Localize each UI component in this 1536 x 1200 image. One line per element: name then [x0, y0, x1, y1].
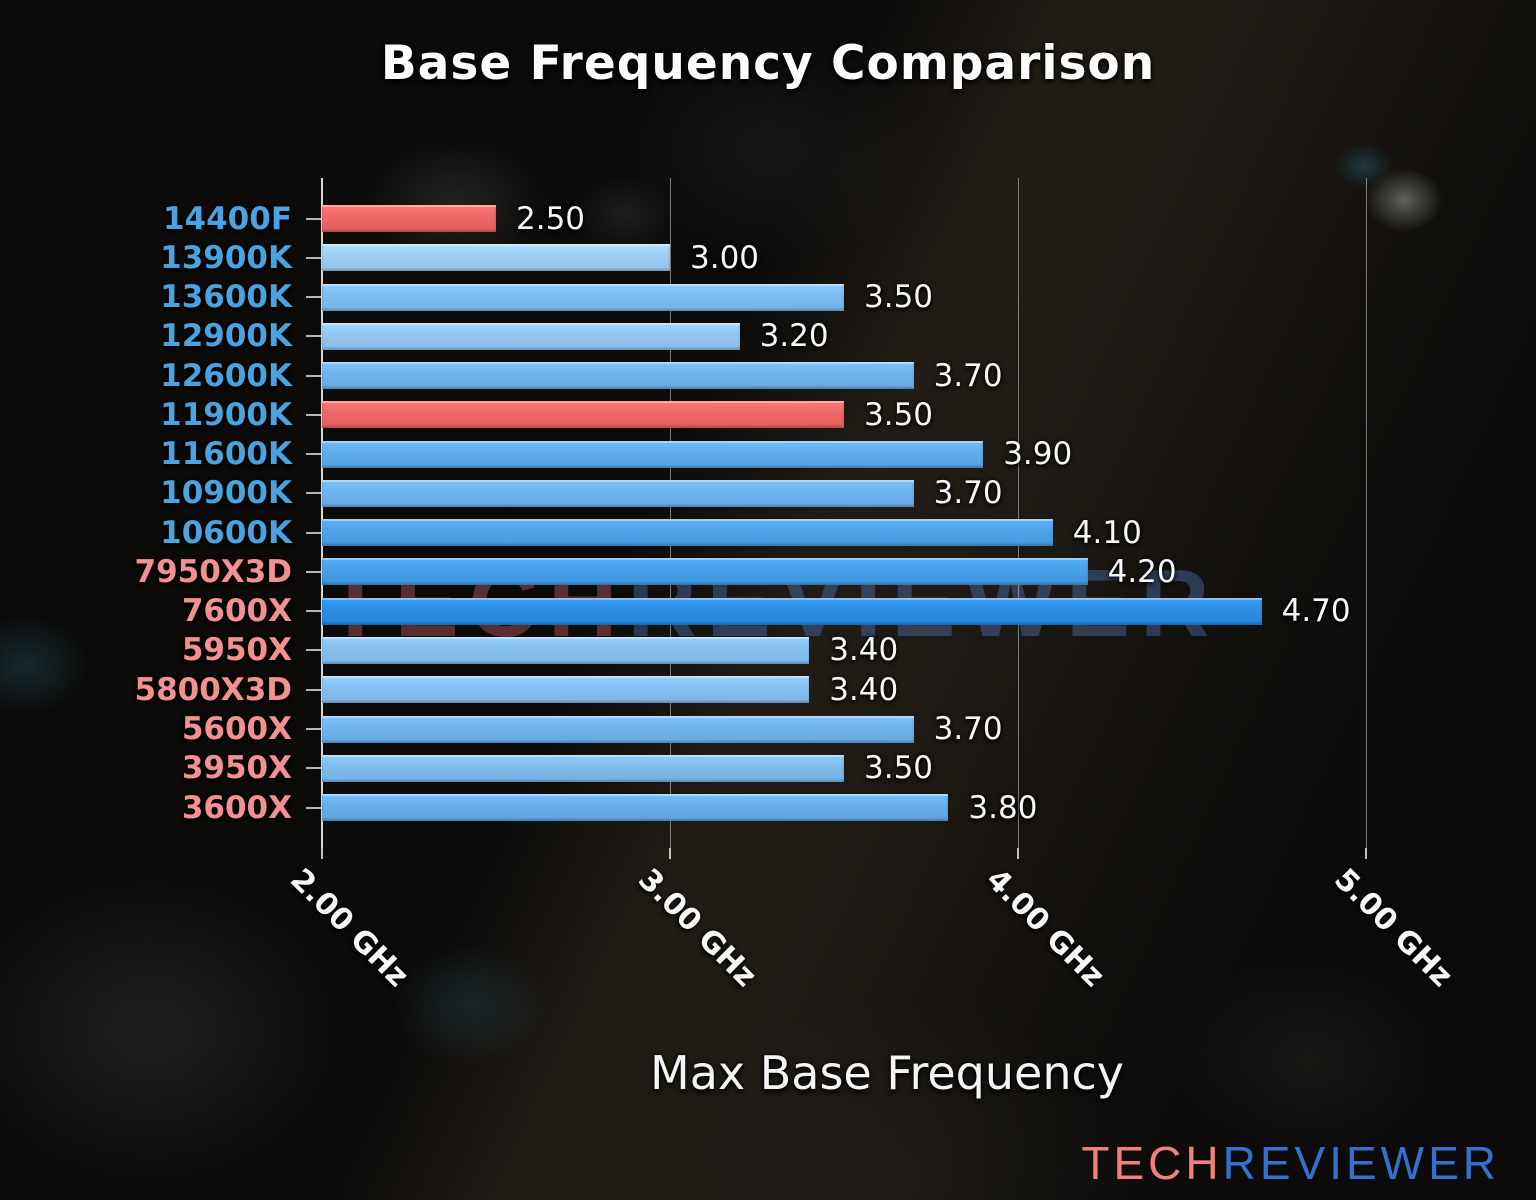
frequency-bar [322, 558, 1088, 586]
frequency-bar [322, 519, 1053, 547]
value-label: 2.50 [516, 200, 586, 237]
x-tick [669, 848, 671, 859]
category-label: 11600K [160, 436, 292, 473]
category-label: 12900K [160, 318, 292, 355]
value-label: 3.70 [933, 475, 1003, 512]
category-label: 10900K [160, 475, 292, 512]
y-tick [306, 413, 322, 416]
category-label: 13600K [160, 279, 292, 316]
gridline [1366, 178, 1367, 848]
frequency-bar [322, 479, 914, 507]
y-tick [306, 531, 322, 534]
frequency-bar [322, 597, 1262, 625]
category-label: 7950X3D [134, 553, 292, 590]
category-label: 7600X [181, 593, 292, 630]
value-label: 3.50 [864, 750, 934, 787]
x-tick-label: 2.00 GHz [283, 862, 416, 994]
y-axis-line [321, 178, 323, 848]
y-tick [306, 256, 322, 259]
frequency-bar [322, 244, 670, 272]
category-label: 14400F [162, 200, 292, 237]
value-label: 3.20 [759, 318, 829, 355]
chart-title: Base Frequency Comparison [380, 36, 1156, 91]
frequency-bar [322, 636, 810, 664]
value-label: 3.70 [933, 357, 1003, 394]
value-label: 3.50 [864, 279, 934, 316]
frequency-bar [322, 754, 844, 782]
frequency-bar [322, 676, 810, 704]
x-tick [321, 848, 323, 859]
value-label: 3.70 [933, 711, 1003, 747]
gridline [670, 178, 671, 848]
y-tick [306, 374, 322, 377]
category-label: 5600X [181, 711, 292, 747]
frequency-bar [322, 205, 496, 232]
value-label: 3.40 [829, 632, 899, 669]
x-tick [1365, 848, 1367, 859]
frequency-bar [322, 283, 844, 311]
frequency-bar [322, 440, 984, 468]
value-label: 3.00 [690, 239, 760, 276]
value-label: 3.90 [1003, 436, 1073, 473]
y-tick [306, 610, 322, 613]
x-tick-label: 3.00 GHz [631, 862, 764, 994]
y-tick [306, 688, 322, 691]
logo-reviewer-text: REVIEWER [1222, 1137, 1500, 1189]
frequency-bar [322, 401, 844, 429]
category-label: 5800X3D [134, 671, 292, 708]
logo-tech-text: TECH [1081, 1137, 1223, 1189]
frequency-bar [322, 794, 949, 822]
value-label: 3.40 [829, 671, 899, 708]
y-tick [306, 728, 322, 730]
x-axis-title: Max Base Frequency [650, 1046, 1124, 1100]
category-label: 5950X [181, 632, 292, 669]
x-tick-label: 5.00 GHz [1327, 862, 1460, 994]
frequency-bar [322, 715, 914, 743]
category-label: 11900K [160, 396, 292, 433]
frequency-bar [322, 322, 740, 350]
y-tick [306, 217, 322, 220]
y-tick [306, 296, 322, 299]
y-tick [306, 492, 322, 495]
value-label: 3.50 [864, 396, 934, 433]
value-label: 3.80 [968, 789, 1038, 826]
frequency-bar [322, 362, 914, 390]
x-tick-label: 4.00 GHz [979, 862, 1112, 994]
gridline [1018, 178, 1019, 848]
y-tick [306, 806, 322, 809]
category-label: 10600K [160, 514, 292, 551]
value-label: 4.10 [1072, 514, 1142, 551]
y-tick [306, 649, 322, 652]
category-label: 12600K [160, 357, 292, 394]
value-label: 4.70 [1281, 593, 1351, 630]
y-tick [306, 570, 322, 573]
y-tick [306, 767, 322, 770]
category-label: 3600X [181, 789, 292, 826]
category-label: 13900K [160, 239, 292, 276]
y-tick [306, 335, 322, 338]
y-tick [306, 453, 322, 456]
brand-logo: TECHREVIEWER [1081, 1136, 1500, 1190]
plot-area: 2.00 GHz 3.00 GHz 4.00 GHz 5.00 GHz 14400F 2.… [135, 178, 1459, 994]
x-tick [1017, 848, 1019, 859]
value-label: 4.20 [1107, 553, 1177, 590]
category-label: 3950X [181, 750, 292, 787]
